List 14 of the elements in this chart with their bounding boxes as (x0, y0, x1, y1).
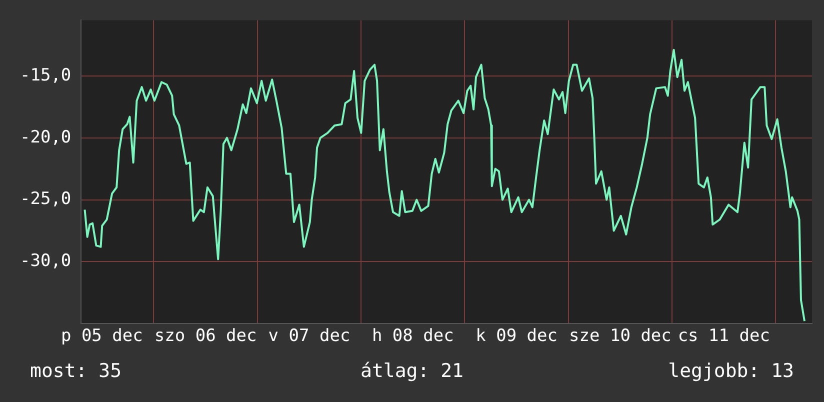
x-tick-label: v 07 dec (268, 326, 350, 346)
y-tick-label: -20,0 (20, 127, 72, 148)
x-tick-label: cs 11 dec (678, 326, 770, 346)
x-tick-label: p 05 dec (60, 326, 143, 346)
x-tick-label: sze 10 dec (569, 326, 672, 346)
y-tick-label: -15,0 (20, 65, 72, 86)
x-tick-label: k 09 dec (476, 326, 558, 346)
text: átlag: 21 (360, 360, 464, 382)
text: legjobb: 13 (667, 360, 794, 382)
x-tick-label: szo 06 dec (154, 326, 257, 346)
text: most: 35 (30, 360, 123, 382)
y-tick-label: -30,0 (20, 251, 72, 272)
x-tick-label: h 08 dec (372, 326, 454, 346)
y-tick-label: -25,0 (20, 189, 72, 210)
